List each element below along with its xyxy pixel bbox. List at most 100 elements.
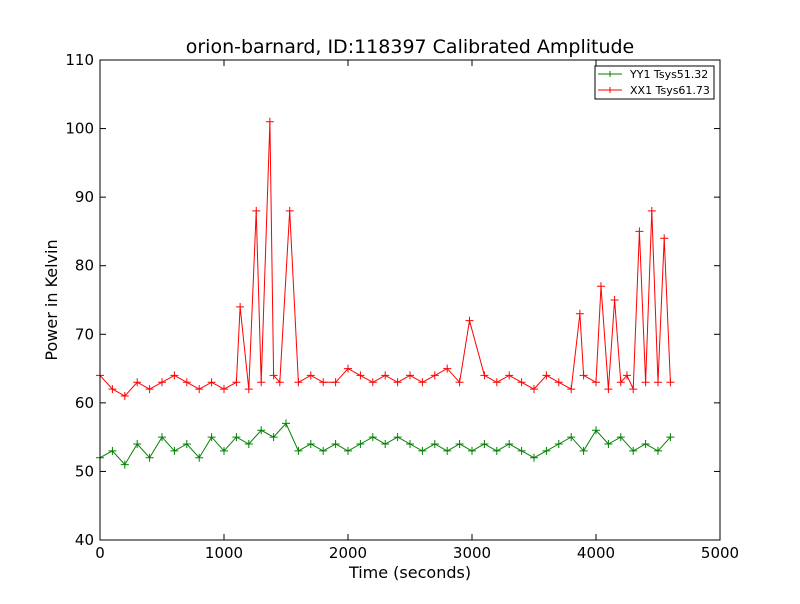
data-point	[654, 378, 662, 387]
data-point	[269, 371, 278, 380]
data-point	[236, 302, 245, 311]
data-point	[443, 364, 452, 373]
x-tick-label: 2000	[329, 544, 367, 562]
data-point	[381, 371, 390, 380]
data-point	[265, 117, 274, 126]
data-point	[232, 433, 241, 442]
data-point	[641, 378, 650, 387]
data-point	[356, 440, 365, 448]
data-point	[381, 440, 390, 448]
data-point	[635, 227, 644, 236]
data-point	[393, 433, 402, 442]
data-point	[492, 378, 501, 387]
data-point	[567, 433, 576, 442]
series-line	[99, 121, 671, 397]
plot-area	[96, 117, 675, 469]
data-point	[220, 385, 228, 394]
data-point	[616, 378, 625, 387]
data-point	[517, 378, 526, 387]
data-point	[604, 440, 613, 448]
data-point	[647, 206, 656, 215]
data-point	[275, 378, 284, 387]
data-point	[145, 385, 154, 394]
x-tick-label: 0	[95, 544, 105, 562]
y-tick-label: 80	[75, 257, 94, 275]
data-point	[530, 385, 538, 394]
data-point	[430, 371, 439, 380]
data-point	[554, 440, 563, 448]
y-tick-label: 60	[75, 394, 94, 412]
legend-marker-yy1	[607, 71, 613, 77]
series-0	[96, 419, 675, 469]
data-point	[368, 433, 377, 442]
data-point	[492, 446, 501, 455]
data-point	[629, 385, 638, 394]
y-tick-label: 40	[75, 531, 94, 549]
data-point	[195, 453, 204, 462]
data-point	[517, 446, 526, 455]
data-point	[331, 440, 340, 448]
data-point	[257, 426, 266, 435]
data-point	[120, 460, 129, 469]
data-point	[575, 309, 584, 318]
data-point	[542, 371, 551, 380]
data-point	[592, 378, 600, 387]
data-point	[480, 440, 489, 448]
y-tick-label: 50	[75, 462, 94, 480]
data-point	[344, 364, 352, 373]
data-point	[108, 385, 117, 394]
data-point	[666, 433, 675, 442]
data-point	[641, 440, 650, 448]
y-tick-label: 70	[75, 325, 94, 343]
data-point	[596, 282, 605, 291]
data-point	[207, 378, 216, 387]
legend-label-yy1: YY1 Tsys51.32	[629, 68, 708, 81]
data-point	[182, 440, 191, 448]
data-point	[170, 371, 179, 380]
data-point	[356, 371, 365, 380]
data-point	[368, 378, 377, 387]
data-point	[158, 433, 166, 442]
data-point	[406, 371, 414, 380]
data-point	[623, 371, 631, 380]
data-point	[120, 392, 129, 400]
y-tick-label: 110	[65, 51, 94, 69]
data-point	[542, 446, 551, 455]
data-point	[505, 440, 514, 448]
data-point	[660, 234, 669, 243]
data-point	[393, 378, 402, 387]
data-point	[629, 446, 638, 455]
data-point	[443, 446, 452, 455]
data-point	[133, 378, 142, 387]
data-point	[285, 206, 294, 215]
data-point	[319, 446, 328, 455]
x-tick-label: 3000	[453, 544, 491, 562]
y-tick-label: 90	[75, 188, 94, 206]
data-point	[579, 371, 588, 380]
data-point	[195, 385, 204, 394]
data-point	[666, 378, 675, 387]
data-point	[480, 371, 489, 380]
data-point	[269, 433, 278, 442]
data-point	[207, 433, 216, 442]
data-point	[331, 378, 340, 387]
data-point	[604, 385, 613, 394]
data-point	[282, 419, 290, 428]
data-point	[232, 378, 241, 387]
x-axis-label: Time (seconds)	[348, 563, 471, 582]
chart-title: orion-barnard, ID:118397 Calibrated Ampl…	[186, 36, 635, 58]
data-point	[306, 371, 315, 380]
data-point	[465, 316, 474, 325]
data-point	[306, 440, 315, 448]
data-point	[294, 446, 303, 455]
legend-marker-xx1	[607, 87, 613, 93]
legend-label-xx1: XX1 Tsys61.73	[630, 84, 710, 97]
data-point	[579, 446, 588, 455]
data-point	[244, 385, 253, 394]
legend-box	[594, 65, 715, 100]
data-point	[220, 446, 228, 455]
data-point	[430, 440, 439, 448]
legend: YY1 Tsys51.32 XX1 Tsys61.73	[594, 65, 715, 100]
